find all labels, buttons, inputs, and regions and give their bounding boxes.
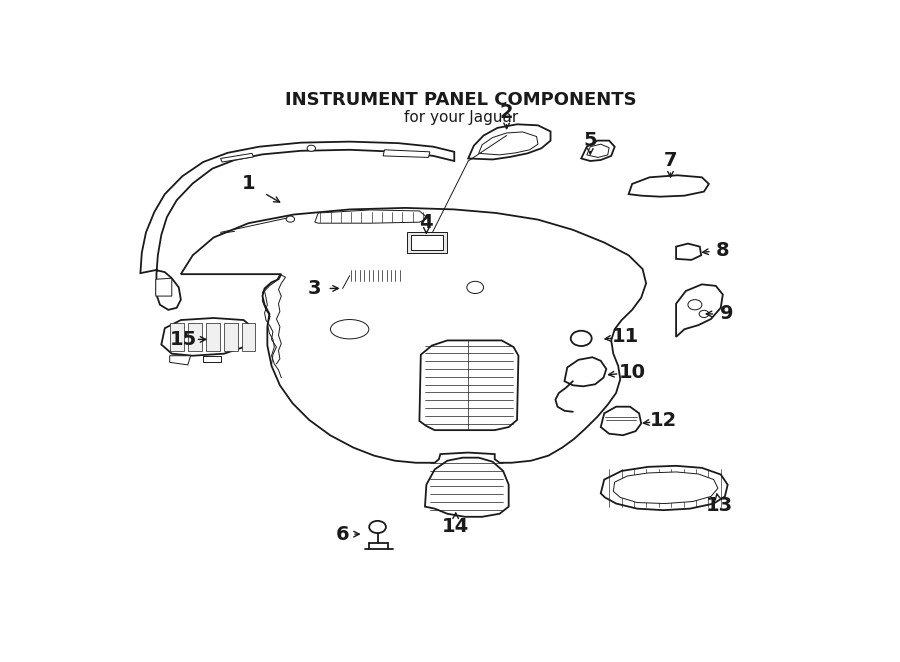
Text: 3: 3 [308, 279, 321, 298]
Polygon shape [601, 466, 728, 510]
Polygon shape [479, 132, 538, 155]
Polygon shape [411, 235, 443, 250]
Polygon shape [468, 124, 551, 160]
Text: 6: 6 [336, 524, 349, 544]
Polygon shape [613, 472, 718, 504]
Text: 15: 15 [170, 330, 197, 349]
Polygon shape [223, 323, 238, 351]
Polygon shape [156, 278, 172, 296]
Polygon shape [170, 355, 191, 365]
Circle shape [286, 216, 294, 222]
Text: 7: 7 [664, 152, 677, 171]
Text: for your Jaguar: for your Jaguar [404, 110, 518, 125]
Polygon shape [419, 340, 518, 430]
Text: 5: 5 [583, 131, 597, 150]
Polygon shape [407, 232, 447, 253]
Circle shape [467, 281, 483, 293]
Text: 12: 12 [650, 412, 677, 430]
Polygon shape [140, 142, 454, 310]
Text: 13: 13 [706, 496, 733, 514]
Ellipse shape [330, 320, 369, 339]
Text: 2: 2 [500, 103, 513, 122]
Circle shape [369, 521, 386, 533]
Polygon shape [315, 210, 428, 223]
Circle shape [571, 331, 591, 346]
Polygon shape [676, 244, 701, 260]
Text: 1: 1 [242, 174, 256, 193]
Text: INSTRUMENT PANEL COMPONENTS: INSTRUMENT PANEL COMPONENTS [285, 91, 637, 109]
Polygon shape [170, 323, 184, 351]
Polygon shape [676, 285, 723, 337]
Polygon shape [345, 268, 407, 282]
Polygon shape [425, 457, 508, 517]
Circle shape [688, 300, 702, 310]
Text: 14: 14 [442, 518, 469, 536]
Polygon shape [383, 150, 430, 158]
Polygon shape [241, 323, 256, 351]
Text: 11: 11 [611, 327, 639, 346]
Polygon shape [601, 406, 641, 435]
Polygon shape [581, 140, 615, 161]
Text: 10: 10 [618, 363, 645, 382]
Polygon shape [188, 323, 202, 351]
Polygon shape [220, 154, 254, 162]
Circle shape [699, 310, 709, 318]
Polygon shape [161, 318, 254, 355]
Circle shape [307, 145, 316, 152]
Text: 4: 4 [419, 213, 433, 232]
Polygon shape [587, 144, 609, 158]
Polygon shape [628, 175, 709, 197]
Polygon shape [564, 357, 607, 387]
Polygon shape [421, 227, 439, 242]
Text: 8: 8 [716, 241, 730, 260]
Polygon shape [205, 323, 220, 351]
Text: 9: 9 [720, 305, 733, 324]
Polygon shape [181, 208, 646, 463]
Polygon shape [203, 355, 220, 362]
